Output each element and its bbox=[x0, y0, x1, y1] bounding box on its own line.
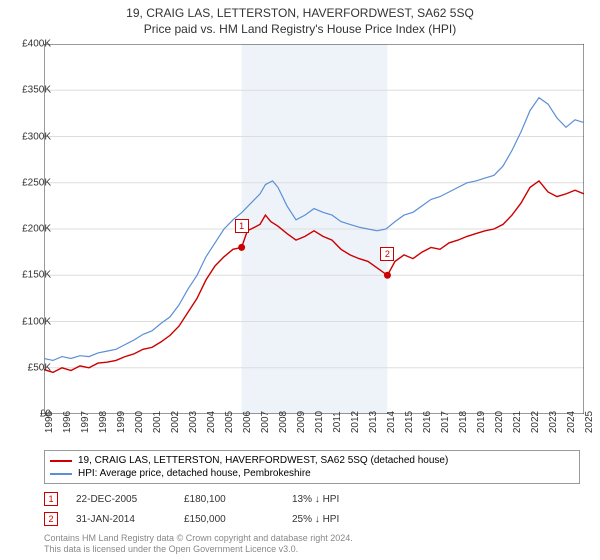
x-axis-tick: 2000 bbox=[134, 411, 145, 433]
x-axis-tick: 2006 bbox=[242, 411, 253, 433]
x-axis-tick: 2015 bbox=[404, 411, 415, 433]
x-axis-tick: 2012 bbox=[350, 411, 361, 433]
chart-marker-label: 2 bbox=[380, 247, 394, 261]
x-axis-tick: 2011 bbox=[332, 411, 343, 433]
chart-subtitle: Price paid vs. HM Land Registry's House … bbox=[0, 20, 600, 40]
license-footer: Contains HM Land Registry data © Crown c… bbox=[44, 533, 353, 556]
y-axis-tick: £100K bbox=[22, 316, 51, 327]
x-axis-tick: 1997 bbox=[80, 411, 91, 433]
y-axis-tick: £350K bbox=[22, 85, 51, 96]
x-axis-tick: 2009 bbox=[296, 411, 307, 433]
legend-label: HPI: Average price, detached house, Pemb… bbox=[78, 468, 311, 479]
x-axis-tick: 2023 bbox=[548, 411, 559, 433]
x-axis-tick: 2018 bbox=[458, 411, 469, 433]
x-axis-tick: 1995 bbox=[44, 411, 55, 433]
x-axis-tick: 2013 bbox=[368, 411, 379, 433]
x-axis-tick: 2003 bbox=[188, 411, 199, 433]
x-axis-tick: 2024 bbox=[566, 411, 577, 433]
x-axis-tick: 2021 bbox=[512, 411, 523, 433]
line-chart: 12 bbox=[44, 44, 584, 414]
x-axis-tick: 2020 bbox=[494, 411, 505, 433]
chart-title-address: 19, CRAIG LAS, LETTERSTON, HAVERFORDWEST… bbox=[0, 0, 600, 20]
x-axis-tick: 2002 bbox=[170, 411, 181, 433]
x-axis-tick: 2007 bbox=[260, 411, 271, 433]
x-axis-tick: 2010 bbox=[314, 411, 325, 433]
legend-item: HPI: Average price, detached house, Pemb… bbox=[50, 467, 574, 480]
x-axis-tick: 2008 bbox=[278, 411, 289, 433]
x-axis-tick: 2016 bbox=[422, 411, 433, 433]
sale-footnote: 1 22-DEC-2005 £180,100 13% ↓ HPI bbox=[44, 492, 580, 506]
chart-svg bbox=[44, 44, 584, 414]
x-axis-tick: 1998 bbox=[98, 411, 109, 433]
legend: 19, CRAIG LAS, LETTERSTON, HAVERFORDWEST… bbox=[44, 450, 580, 484]
footnote-price: £150,000 bbox=[184, 514, 274, 525]
footnote-marker-icon: 1 bbox=[44, 492, 58, 506]
sale-footnote: 2 31-JAN-2014 £150,000 25% ↓ HPI bbox=[44, 512, 580, 526]
footnote-delta: 13% ↓ HPI bbox=[292, 494, 382, 505]
x-axis-tick: 2017 bbox=[440, 411, 451, 433]
y-axis-tick: £400K bbox=[22, 39, 51, 50]
footnote-marker-icon: 2 bbox=[44, 512, 58, 526]
x-axis-tick: 2004 bbox=[206, 411, 217, 433]
y-axis-tick: £300K bbox=[22, 131, 51, 142]
x-axis-tick: 2014 bbox=[386, 411, 397, 433]
x-axis-tick: 2019 bbox=[476, 411, 487, 433]
y-axis-tick: £50K bbox=[28, 362, 51, 373]
x-axis-tick: 2022 bbox=[530, 411, 541, 433]
x-axis-tick: 1996 bbox=[62, 411, 73, 433]
legend-item: 19, CRAIG LAS, LETTERSTON, HAVERFORDWEST… bbox=[50, 454, 574, 467]
x-axis-tick: 2005 bbox=[224, 411, 235, 433]
footnote-delta: 25% ↓ HPI bbox=[292, 514, 382, 525]
y-axis-tick: £200K bbox=[22, 224, 51, 235]
x-axis-tick: 2001 bbox=[152, 411, 163, 433]
x-axis-tick: 1999 bbox=[116, 411, 127, 433]
legend-label: 19, CRAIG LAS, LETTERSTON, HAVERFORDWEST… bbox=[78, 455, 448, 466]
footnote-date: 22-DEC-2005 bbox=[76, 494, 166, 505]
y-axis-tick: £250K bbox=[22, 177, 51, 188]
chart-marker-label: 1 bbox=[235, 219, 249, 233]
y-axis-tick: £150K bbox=[22, 270, 51, 281]
footnote-date: 31-JAN-2014 bbox=[76, 514, 166, 525]
footnote-price: £180,100 bbox=[184, 494, 274, 505]
legend-swatch bbox=[50, 473, 72, 475]
x-axis-tick: 2025 bbox=[584, 411, 595, 433]
legend-swatch bbox=[50, 460, 72, 462]
